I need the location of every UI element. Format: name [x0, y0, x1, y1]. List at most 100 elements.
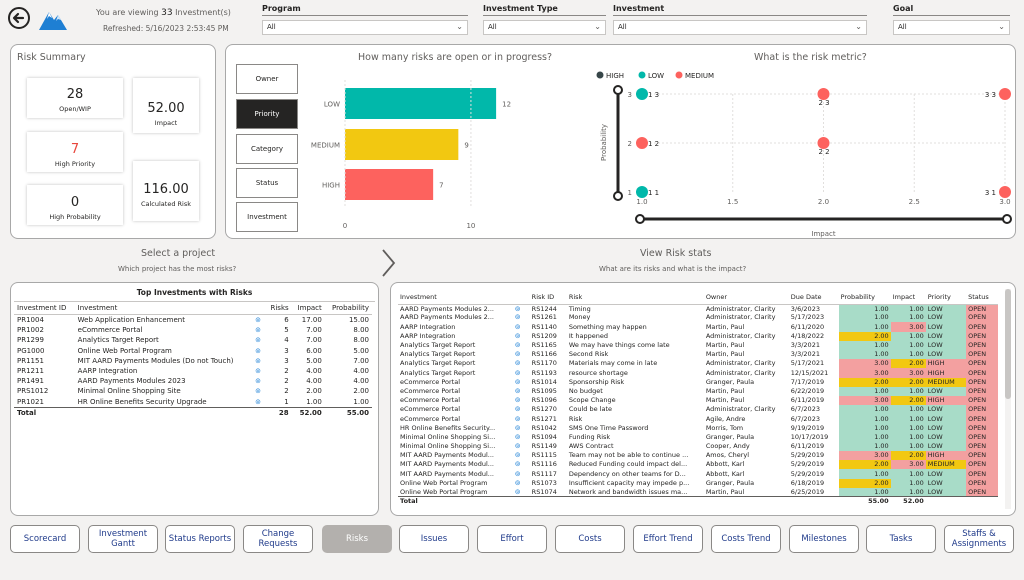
table-row[interactable]: PRS1012 Minimal Online Shopping Site ⊚ 2 2.0… [14, 386, 372, 396]
link-icon[interactable]: ⊚ [514, 442, 521, 451]
nav-button-effort-trend[interactable]: Effort Trend [633, 525, 703, 553]
column-header[interactable]: Risk [566, 290, 704, 305]
column-header[interactable] [252, 302, 266, 315]
table-row[interactable]: Online Web Portal Program ⊚ RS1074 Network … [398, 487, 998, 497]
table-row[interactable]: eCommerce Portal ⊚ RS1095 No budget Martin, … [398, 386, 998, 396]
probability-slider-handle-top[interactable] [613, 85, 623, 95]
link-icon[interactable]: ⊚ [514, 341, 521, 349]
column-header[interactable]: Status [966, 290, 998, 305]
link-icon[interactable]: ⊚ [514, 460, 521, 469]
table-row[interactable]: PR1002 eCommerce Portal ⊚ 5 7.00 8.00 [14, 325, 372, 335]
bar-low[interactable] [345, 88, 497, 119]
scatter-point[interactable] [817, 88, 830, 100]
link-icon[interactable]: ⊚ [514, 469, 521, 478]
scatter-point[interactable] [999, 186, 1011, 198]
link-icon[interactable]: ⊚ [255, 336, 262, 345]
link-icon[interactable]: ⊚ [514, 377, 521, 386]
table-row[interactable]: PR1491 AARD Payments Modules 2023 ⊚ 2 4.00 4.… [14, 376, 372, 386]
scatter-point[interactable] [636, 88, 648, 100]
table-row[interactable]: MIT AARD Payments Modul... ⊚ RS1115 Team ma… [398, 451, 998, 461]
link-icon[interactable]: ⊚ [514, 478, 521, 487]
column-header[interactable]: Impact [291, 302, 325, 315]
table-row[interactable]: AARP Integration ⊚ RS1209 It happened Admini… [398, 331, 998, 341]
slicer-category[interactable]: Category [236, 134, 298, 164]
column-header[interactable]: Probability [324, 302, 372, 315]
nav-button-scorecard[interactable]: Scorecard [10, 525, 80, 553]
link-icon[interactable]: ⊚ [514, 304, 521, 313]
table-row[interactable]: MIT AARD Payments Modul... ⊚ RS1116 Reduced… [398, 460, 998, 470]
nav-button-investment-gantt[interactable]: Investment Gantt [88, 525, 158, 553]
column-header[interactable] [512, 290, 530, 305]
nav-button-status-reports[interactable]: Status Reports [165, 525, 235, 553]
scatter-point[interactable] [817, 137, 830, 149]
nav-button-milestones[interactable]: Milestones [789, 525, 859, 553]
scatter-point[interactable] [999, 88, 1011, 100]
scatter-point[interactable] [636, 186, 648, 198]
slicer-priority[interactable]: Priority [236, 99, 298, 129]
table-row[interactable]: HR Online Benefits Security... ⊚ RS1042 SMS… [398, 423, 998, 433]
nav-button-effort[interactable]: Effort [477, 525, 547, 553]
filter-dropdown-program[interactable]: All ⌄ [262, 20, 468, 35]
table-row[interactable]: AARD Payments Modules 2... ⊚ RS1261 Money Ad… [398, 313, 998, 323]
link-icon[interactable]: ⊚ [514, 350, 521, 359]
column-header[interactable]: Due Date [788, 290, 839, 305]
table-row[interactable]: eCommerce Portal ⊚ RS1270 Could be late Admi… [398, 405, 998, 415]
link-icon[interactable]: ⊚ [514, 331, 521, 340]
table-row[interactable]: eCommerce Portal ⊚ RS1096 Scope Change Marti… [398, 395, 998, 406]
table-row[interactable]: PR1299 Analytics Target Report ⊚ 4 7.00 8.00 [14, 335, 372, 345]
table-row[interactable]: AARP Integration ⊚ RS1140 Something may hap… [398, 322, 998, 332]
link-icon[interactable]: ⊚ [514, 432, 521, 441]
back-button[interactable] [8, 7, 30, 29]
slicer-owner[interactable]: Owner [236, 64, 298, 94]
column-header[interactable]: Risks [265, 302, 292, 315]
bar-high[interactable] [345, 169, 434, 200]
link-icon[interactable]: ⊚ [514, 368, 521, 377]
table-row[interactable]: MIT AARD Payments Modul... ⊚ RS1117 Depende… [398, 469, 998, 479]
table-row[interactable]: Minimal Online Shopping Si... ⊚ RS1094 Fund… [398, 432, 998, 442]
filter-dropdown-investment[interactable]: All ⌄ [613, 20, 867, 35]
column-header[interactable]: Priority [925, 290, 967, 305]
impact-slider-handle-right[interactable] [1002, 214, 1012, 224]
filter-dropdown-investment-type[interactable]: All ⌄ [483, 20, 606, 35]
legend-label-high[interactable]: HIGH [606, 72, 624, 80]
nav-button-staffs-assignments[interactable]: Staffs & Assignments [944, 525, 1014, 553]
link-icon[interactable]: ⊚ [514, 423, 521, 432]
table-row[interactable]: Analytics Target Report ⊚ RS1166 Second Ris… [398, 349, 998, 360]
column-header[interactable]: Probability [838, 290, 891, 305]
column-header[interactable]: Owner [703, 290, 789, 305]
link-icon[interactable]: ⊚ [255, 316, 262, 324]
table-row[interactable]: eCommerce Portal ⊚ RS1271 Risk Agile, Andre 6… [398, 414, 998, 424]
link-icon[interactable]: ⊚ [514, 396, 521, 405]
link-icon[interactable]: ⊚ [255, 367, 262, 376]
table-row[interactable]: PR1004 Web Application Enhancement ⊚ 6 17.00… [14, 315, 372, 326]
bar-medium[interactable] [345, 129, 459, 160]
link-icon[interactable]: ⊚ [514, 386, 521, 395]
link-icon[interactable]: ⊚ [514, 414, 521, 423]
probability-slider-handle-bottom[interactable] [613, 191, 623, 201]
nav-button-costs-trend[interactable]: Costs Trend [711, 525, 781, 553]
table-row[interactable]: Analytics Target Report ⊚ RS1165 We may hav… [398, 340, 998, 350]
column-header[interactable]: Investment [74, 302, 253, 315]
column-header[interactable]: Impact [890, 290, 926, 305]
link-icon[interactable]: ⊚ [514, 451, 521, 460]
nav-button-tasks[interactable]: Tasks [866, 525, 936, 553]
table-row[interactable]: PR1211 AARP Integration ⊚ 2 4.00 4.00 [14, 366, 372, 376]
link-icon[interactable]: ⊚ [514, 405, 521, 414]
scatter-point[interactable] [636, 137, 648, 149]
nav-button-issues[interactable]: Issues [399, 525, 469, 553]
next-arrow-button[interactable] [377, 247, 399, 279]
impact-slider-handle-left[interactable] [635, 214, 645, 224]
link-icon[interactable]: ⊚ [255, 387, 262, 396]
table-row[interactable]: AARD Payments Modules 2... ⊚ RS1244 Timing A… [398, 304, 998, 314]
link-icon[interactable]: ⊚ [514, 313, 521, 322]
link-icon[interactable]: ⊚ [255, 356, 262, 365]
table-row[interactable]: Analytics Target Report ⊚ RS1193 resource s… [398, 368, 998, 378]
nav-button-risks[interactable]: Risks [322, 525, 392, 553]
column-header[interactable]: Investment ID [14, 302, 75, 315]
nav-button-costs[interactable]: Costs [555, 525, 625, 553]
link-icon[interactable]: ⊚ [255, 377, 262, 386]
column-header[interactable]: Risk ID [529, 290, 567, 305]
filter-dropdown-goal[interactable]: All ⌄ [893, 20, 1010, 35]
link-icon[interactable]: ⊚ [514, 322, 521, 331]
table-scrollbar[interactable] [1005, 289, 1011, 509]
